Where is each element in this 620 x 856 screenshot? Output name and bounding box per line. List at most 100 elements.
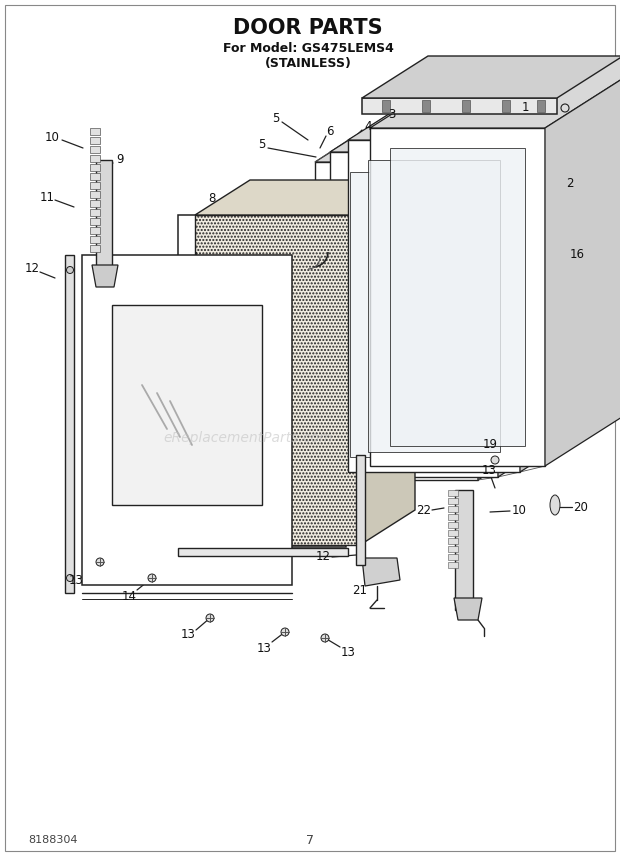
Polygon shape bbox=[368, 160, 500, 452]
Circle shape bbox=[66, 574, 74, 581]
Text: 12: 12 bbox=[25, 261, 40, 275]
Polygon shape bbox=[448, 490, 458, 496]
Polygon shape bbox=[90, 227, 100, 234]
Polygon shape bbox=[498, 110, 564, 477]
Circle shape bbox=[561, 104, 569, 112]
Circle shape bbox=[148, 574, 156, 582]
Polygon shape bbox=[90, 191, 100, 198]
Text: 14: 14 bbox=[122, 590, 136, 603]
Text: 13: 13 bbox=[482, 463, 497, 477]
Text: For Model: GS475LEMS4: For Model: GS475LEMS4 bbox=[223, 41, 394, 55]
Polygon shape bbox=[448, 546, 458, 552]
Polygon shape bbox=[356, 455, 365, 565]
Text: 10: 10 bbox=[512, 504, 526, 518]
Polygon shape bbox=[315, 134, 522, 162]
Polygon shape bbox=[178, 215, 346, 547]
Polygon shape bbox=[348, 140, 520, 472]
Polygon shape bbox=[90, 182, 100, 189]
Polygon shape bbox=[360, 180, 415, 545]
Polygon shape bbox=[90, 245, 100, 252]
Text: DOOR PARTS: DOOR PARTS bbox=[233, 18, 383, 38]
Circle shape bbox=[281, 628, 289, 636]
Polygon shape bbox=[195, 215, 360, 545]
Polygon shape bbox=[448, 530, 458, 536]
Text: 22: 22 bbox=[417, 504, 432, 518]
Polygon shape bbox=[92, 265, 118, 287]
Polygon shape bbox=[90, 236, 100, 243]
Polygon shape bbox=[448, 554, 458, 560]
Polygon shape bbox=[90, 164, 100, 171]
Bar bbox=[422, 100, 430, 112]
Text: 13: 13 bbox=[69, 574, 84, 586]
Text: 11: 11 bbox=[40, 191, 55, 204]
Text: 4: 4 bbox=[365, 120, 372, 133]
Polygon shape bbox=[90, 173, 100, 180]
Polygon shape bbox=[390, 148, 525, 446]
Polygon shape bbox=[448, 514, 458, 520]
Circle shape bbox=[66, 266, 74, 274]
Text: 5: 5 bbox=[272, 111, 280, 124]
Polygon shape bbox=[90, 218, 100, 225]
Polygon shape bbox=[448, 522, 458, 528]
Polygon shape bbox=[90, 200, 100, 207]
Polygon shape bbox=[362, 98, 557, 114]
Bar bbox=[502, 100, 510, 112]
Bar bbox=[462, 100, 470, 112]
Polygon shape bbox=[90, 128, 100, 135]
Polygon shape bbox=[90, 146, 100, 153]
Text: 6: 6 bbox=[326, 124, 334, 138]
Circle shape bbox=[321, 634, 329, 642]
Text: 8188304: 8188304 bbox=[28, 835, 78, 845]
Polygon shape bbox=[315, 162, 478, 480]
Polygon shape bbox=[478, 134, 522, 480]
Text: 10: 10 bbox=[45, 130, 60, 144]
Text: 19: 19 bbox=[482, 437, 497, 450]
Polygon shape bbox=[455, 490, 473, 610]
Polygon shape bbox=[90, 137, 100, 144]
Text: 1: 1 bbox=[521, 100, 529, 114]
Polygon shape bbox=[82, 255, 292, 585]
Text: 20: 20 bbox=[574, 501, 588, 514]
Text: 3: 3 bbox=[388, 108, 396, 121]
Polygon shape bbox=[362, 558, 400, 586]
Polygon shape bbox=[370, 128, 545, 466]
Polygon shape bbox=[545, 58, 620, 466]
Polygon shape bbox=[454, 598, 482, 620]
Text: 12: 12 bbox=[316, 550, 330, 563]
Polygon shape bbox=[330, 152, 498, 477]
Polygon shape bbox=[520, 84, 608, 472]
Text: 2: 2 bbox=[566, 176, 574, 189]
Text: 5: 5 bbox=[259, 138, 266, 151]
Bar bbox=[382, 100, 390, 112]
Polygon shape bbox=[330, 110, 564, 152]
Polygon shape bbox=[65, 255, 74, 593]
Circle shape bbox=[491, 456, 499, 464]
Text: 8: 8 bbox=[208, 192, 216, 205]
Polygon shape bbox=[448, 498, 458, 504]
Polygon shape bbox=[370, 58, 620, 128]
Ellipse shape bbox=[550, 495, 560, 515]
Polygon shape bbox=[90, 209, 100, 216]
Text: 21: 21 bbox=[353, 584, 368, 597]
Text: 7: 7 bbox=[306, 834, 314, 847]
Circle shape bbox=[206, 614, 214, 622]
Text: eReplacementParts.com: eReplacementParts.com bbox=[163, 431, 333, 445]
Polygon shape bbox=[335, 182, 458, 460]
Text: (STAINLESS): (STAINLESS) bbox=[265, 56, 352, 69]
Polygon shape bbox=[112, 305, 262, 505]
Text: 9: 9 bbox=[117, 152, 124, 165]
Circle shape bbox=[96, 558, 104, 566]
Polygon shape bbox=[448, 538, 458, 544]
Bar bbox=[537, 100, 545, 112]
Polygon shape bbox=[448, 506, 458, 512]
Text: 13: 13 bbox=[257, 641, 272, 655]
Text: 16: 16 bbox=[570, 247, 585, 260]
Polygon shape bbox=[178, 548, 348, 556]
Polygon shape bbox=[96, 160, 112, 275]
Polygon shape bbox=[90, 155, 100, 162]
Polygon shape bbox=[195, 180, 415, 215]
Text: 13: 13 bbox=[180, 628, 195, 641]
Polygon shape bbox=[348, 84, 608, 140]
Polygon shape bbox=[362, 56, 620, 98]
Polygon shape bbox=[350, 172, 478, 457]
